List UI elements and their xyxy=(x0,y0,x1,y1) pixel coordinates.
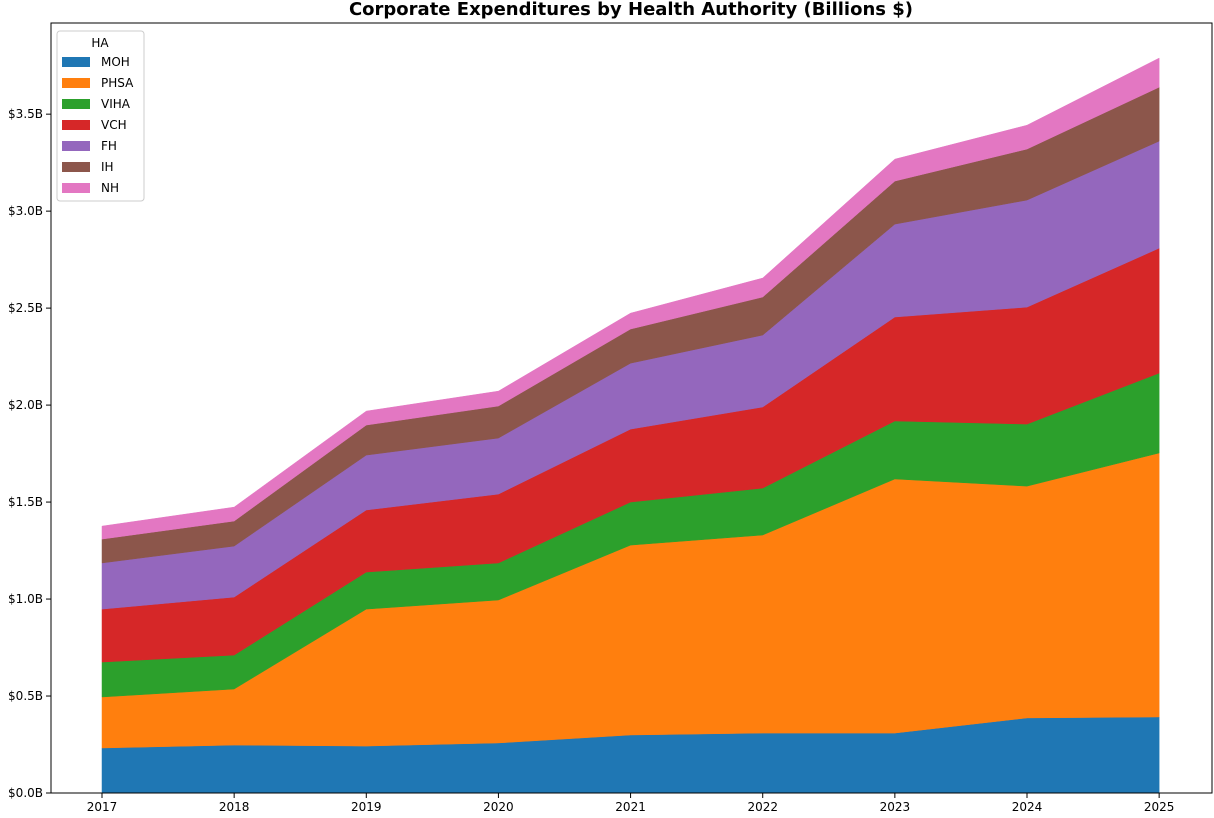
x-tick-label: 2019 xyxy=(351,800,382,814)
y-tick-label: $0.5B xyxy=(8,689,43,703)
legend-swatch-viha xyxy=(62,99,90,109)
legend-box xyxy=(56,30,145,202)
legend: HA MOH PHSA VIHA VCH FH IH NH xyxy=(56,30,145,202)
area-nh xyxy=(101,57,1160,540)
x-tick-label: 2021 xyxy=(615,800,646,814)
x-tick-label: 2018 xyxy=(219,800,250,814)
legend-swatch-moh xyxy=(62,57,90,67)
legend-label-fh: FH xyxy=(101,139,117,153)
legend-label-ih: IH xyxy=(101,160,114,174)
x-tick-label: 2024 xyxy=(1012,800,1043,814)
y-tick-label: $2.5B xyxy=(8,301,43,315)
legend-label-nh: NH xyxy=(101,181,119,195)
legend-label-vch: VCH xyxy=(101,118,127,132)
x-tick-label: 2025 xyxy=(1144,800,1175,814)
chart-title: Corporate Expenditures by Health Authori… xyxy=(349,0,913,20)
y-tick-label: $1.5B xyxy=(8,495,43,509)
legend-label-moh: MOH xyxy=(101,55,130,69)
legend-title: HA xyxy=(91,36,109,50)
y-tick-label: $3.5B xyxy=(8,107,43,121)
legend-swatch-fh xyxy=(62,141,90,151)
x-tick-label: 2023 xyxy=(880,800,911,814)
legend-swatch-vch xyxy=(62,120,90,130)
legend-swatch-ih xyxy=(62,162,90,172)
y-tick-label: $2.0B xyxy=(8,398,43,412)
y-tick-label: $1.0B xyxy=(8,592,43,606)
x-tick-label: 2017 xyxy=(87,800,118,814)
x-tick-label: 2020 xyxy=(483,800,514,814)
legend-label-viha: VIHA xyxy=(101,97,131,111)
legend-label-phsa: PHSA xyxy=(101,76,134,90)
y-tick-label: $0.0B xyxy=(8,786,43,800)
y-tick-label: $3.0B xyxy=(8,204,43,218)
legend-swatch-phsa xyxy=(62,78,90,88)
plot-frame xyxy=(50,22,1213,794)
x-tick-label: 2022 xyxy=(747,800,778,814)
legend-swatch-nh xyxy=(62,183,90,193)
